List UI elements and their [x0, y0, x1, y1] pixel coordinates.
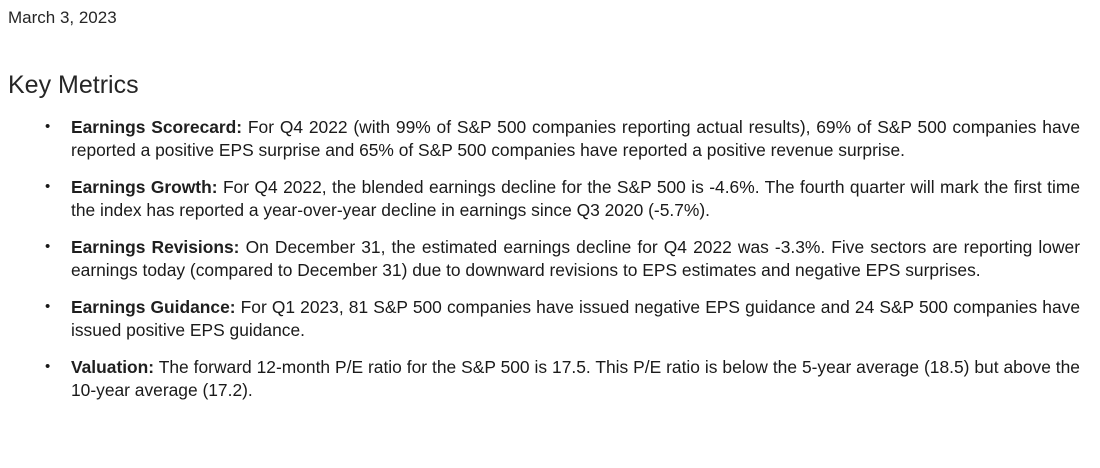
metric-text: For Q1 2023, 81 S&P 500 companies have i…	[71, 297, 1080, 340]
section-title: Key Metrics	[8, 71, 139, 99]
metric-valuation: • Valuation: The forward 12-month P/E rat…	[0, 356, 1100, 401]
metric-earnings-guidance: • Earnings Guidance: For Q1 2023, 81 S&P …	[0, 296, 1100, 341]
report-date: March 3, 2023	[8, 8, 117, 27]
metric-earnings-revisions: • Earnings Revisions: On December 31, the…	[0, 236, 1100, 281]
metric-text: On December 31, the estimated earnings d…	[71, 237, 1080, 280]
metric-earnings-growth: • Earnings Growth: For Q4 2022, the blend…	[0, 176, 1100, 221]
metric-text: For Q4 2022 (with 99% of S&P 500 compani…	[71, 117, 1080, 160]
key-metrics-list: • Earnings Scorecard: For Q4 2022 (with 9…	[0, 116, 1100, 416]
metric-label: Valuation:	[71, 357, 155, 377]
metric-label: Earnings Growth:	[71, 177, 218, 197]
metric-label: Earnings Guidance:	[71, 297, 236, 317]
metric-label: Earnings Scorecard:	[71, 117, 243, 137]
bullet-icon: •	[45, 178, 51, 195]
metric-label: Earnings Revisions:	[71, 237, 240, 257]
bullet-icon: •	[45, 118, 51, 135]
metric-text: The forward 12-month P/E ratio for the S…	[71, 357, 1080, 400]
bullet-icon: •	[45, 238, 51, 255]
bullet-icon: •	[45, 298, 51, 315]
metric-earnings-scorecard: • Earnings Scorecard: For Q4 2022 (with 9…	[0, 116, 1100, 161]
metric-text: For Q4 2022, the blended earnings declin…	[71, 177, 1080, 220]
bullet-icon: •	[45, 358, 51, 375]
